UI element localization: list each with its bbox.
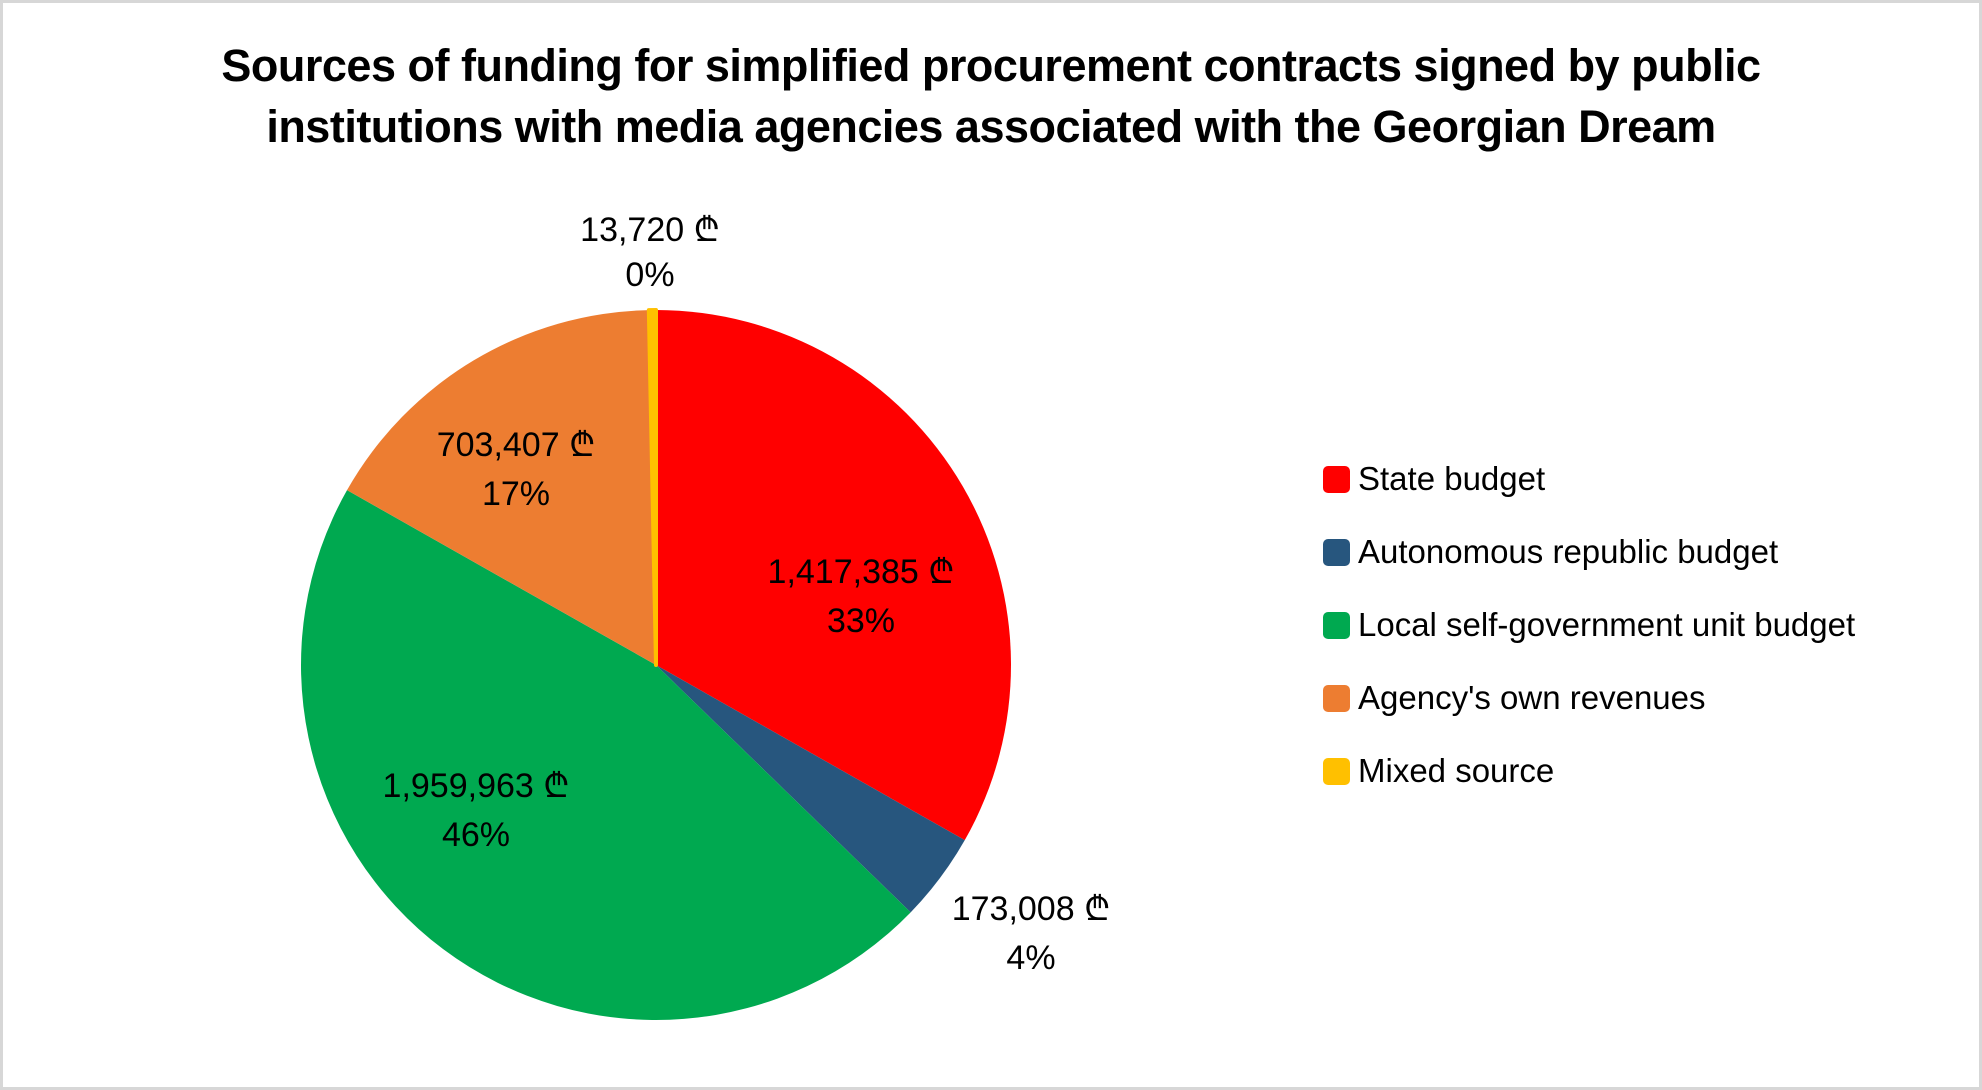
legend-swatch-autonomous-republic-budget — [1323, 538, 1350, 566]
legend-item-state-budget: State budget — [1323, 460, 1855, 498]
chart-title-line2: institutions with media agencies associa… — [266, 101, 1716, 152]
data-label-state-budget: 1,417,385 ₾ 33% — [768, 548, 955, 646]
data-label-percent: 0% — [625, 256, 675, 294]
legend-label-agencys-own-revenues: Agency's own revenues — [1358, 679, 1706, 716]
data-label-agencys-own-revenues: 703,407 ₾ 17% — [437, 421, 596, 519]
legend-label-autonomous-republic-budget: Autonomous republic budget — [1358, 533, 1779, 570]
data-label-percent: 33% — [826, 602, 896, 640]
pie-slice-1 — [656, 665, 965, 913]
legend-item-mixed-source: Mixed source — [1323, 752, 1855, 790]
legend-label-mixed-source: Mixed source — [1358, 752, 1555, 789]
data-label-value: 1,959,963 ₾ — [382, 767, 570, 805]
data-label-value: 13,720 ₾ — [580, 211, 720, 249]
data-label-percent: 46% — [441, 816, 511, 854]
legend-swatch-state-budget — [1323, 465, 1350, 493]
data-label-autonomous-republic-budget: 173,008 ₾ 4% — [952, 885, 1111, 983]
data-label-value: 703,407 ₾ — [436, 426, 596, 464]
chart-title: Sources of funding for simplified procur… — [3, 35, 1979, 157]
data-label-value: 1,417,385 ₾ — [767, 553, 955, 591]
data-label-value: 173,008 ₾ — [951, 890, 1111, 928]
legend-label-state-budget: State budget — [1358, 460, 1546, 497]
legend-label-local-self-government-budget: Local self-government unit budget — [1358, 606, 1856, 643]
data-label-percent: 4% — [1006, 939, 1056, 977]
chart-title-line1: Sources of funding for simplified procur… — [221, 40, 1761, 91]
pie-slice-3 — [347, 310, 656, 665]
legend-item-autonomous-republic-budget: Autonomous republic budget — [1323, 533, 1855, 571]
legend: State budget Autonomous republic budget … — [1323, 460, 1855, 790]
pie-slice-4 — [646, 308, 658, 667]
pie-chart — [301, 308, 1011, 1020]
legend-item-agencys-own-revenues: Agency's own revenues — [1323, 679, 1855, 717]
pie-slice-2 — [301, 490, 911, 1020]
data-label-local-self-government-budget: 1,959,963 ₾ 46% — [383, 762, 570, 860]
legend-item-local-self-government-budget: Local self-government unit budget — [1323, 606, 1855, 644]
data-label-mixed-source: 13,720 ₾ 0% — [580, 208, 720, 298]
data-label-percent: 17% — [481, 475, 551, 513]
pie-slice-0 — [656, 310, 1011, 841]
legend-swatch-agencys-own-revenues — [1323, 684, 1350, 712]
legend-swatch-local-self-government-budget — [1323, 611, 1350, 639]
legend-swatch-mixed-source — [1323, 757, 1350, 785]
